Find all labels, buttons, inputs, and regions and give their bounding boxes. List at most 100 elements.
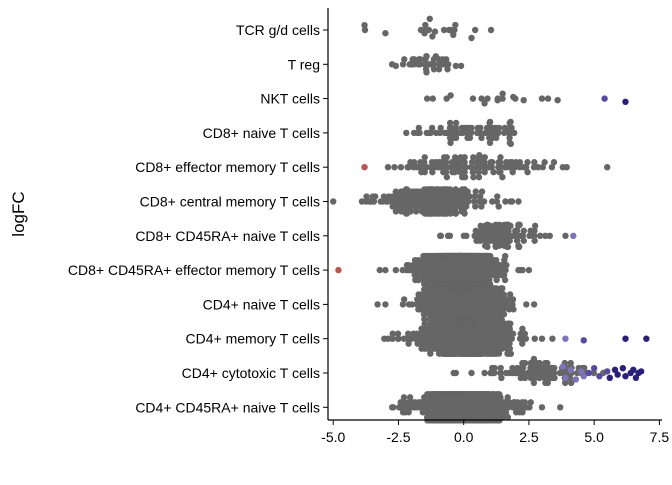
data-point — [480, 198, 488, 205]
data-point — [516, 159, 524, 166]
data-point — [530, 301, 538, 308]
data-point — [476, 193, 484, 200]
data-point — [519, 325, 526, 332]
data-point — [486, 118, 494, 126]
data-point — [506, 237, 513, 244]
data-point — [473, 159, 481, 166]
data-point — [585, 369, 593, 377]
data-point — [423, 69, 430, 76]
data-point — [421, 320, 428, 328]
data-point — [408, 335, 415, 342]
data-point — [531, 227, 538, 235]
data-point — [451, 154, 459, 161]
data-point — [485, 271, 492, 279]
data-point — [531, 237, 538, 244]
data-point — [515, 198, 522, 205]
data-point — [426, 15, 433, 22]
data-point — [495, 129, 502, 137]
data-point — [519, 232, 527, 239]
data-point — [511, 164, 519, 171]
data-point — [500, 311, 508, 318]
y-tick-label: CD8+ effector memory T cells — [135, 159, 320, 175]
data-point — [507, 350, 515, 357]
data-point — [493, 276, 500, 284]
data-point — [462, 164, 470, 171]
data-point — [510, 306, 517, 313]
data-point — [429, 168, 436, 176]
data-point — [392, 266, 400, 274]
data-point — [401, 56, 408, 63]
data-point — [403, 129, 410, 137]
data-point — [437, 124, 444, 132]
data-point — [519, 409, 526, 416]
data-point — [423, 53, 430, 60]
y-tick-label: TCR g/d cells — [236, 22, 320, 38]
data-point — [429, 95, 436, 102]
data-point — [389, 330, 396, 337]
y-tick-label: CD8+ central memory T cells — [140, 194, 320, 210]
data-point — [361, 26, 369, 34]
data-point — [507, 118, 514, 126]
data-point — [421, 159, 428, 166]
data-point — [374, 301, 381, 308]
data-point — [559, 363, 567, 370]
data-point — [506, 134, 513, 142]
data-point — [507, 222, 514, 230]
data-point — [391, 164, 398, 171]
data-point — [476, 129, 484, 137]
data-point — [502, 266, 509, 274]
data-point — [504, 394, 511, 401]
data-point — [487, 222, 494, 230]
data-point — [510, 93, 517, 101]
y-tick-label: NKT cells — [260, 91, 320, 107]
x-tick-label: 2.5 — [519, 429, 539, 445]
data-point — [541, 159, 548, 166]
data-point — [546, 232, 553, 239]
data-point — [632, 374, 640, 381]
data-point — [562, 374, 569, 381]
data-point — [531, 159, 538, 166]
data-point — [590, 369, 597, 377]
data-point — [470, 173, 477, 181]
data-point — [500, 271, 508, 279]
data-point — [447, 139, 454, 147]
data-point — [551, 374, 558, 382]
data-point — [408, 301, 416, 308]
data-point — [405, 340, 412, 347]
data-point — [500, 306, 507, 313]
data-point — [389, 335, 396, 342]
data-point — [481, 369, 488, 377]
data-point — [531, 222, 539, 230]
data-point — [468, 369, 475, 377]
data-point — [622, 373, 629, 380]
data-point — [505, 404, 512, 411]
data-point — [457, 62, 465, 70]
data-point — [394, 330, 402, 337]
data-point — [461, 154, 468, 161]
y-tick-label: CD4+ naive T cells — [203, 296, 320, 312]
data-point — [415, 124, 423, 132]
data-point — [549, 335, 556, 342]
data-point — [471, 26, 479, 34]
data-point — [412, 208, 420, 215]
data-point — [466, 193, 473, 200]
data-point — [520, 227, 527, 235]
data-point — [472, 188, 479, 195]
data-point — [499, 95, 506, 102]
data-point — [478, 188, 486, 195]
data-point — [484, 243, 491, 250]
data-point — [521, 359, 529, 367]
data-point — [514, 399, 521, 406]
data-point — [496, 242, 503, 249]
data-point — [461, 210, 468, 217]
data-point — [415, 276, 422, 284]
data-point — [487, 26, 495, 34]
data-point — [505, 296, 512, 303]
data-point — [405, 164, 412, 171]
data-point — [506, 291, 514, 298]
data-point — [420, 286, 428, 293]
data-point — [497, 364, 504, 372]
data-point — [497, 409, 504, 416]
data-point — [363, 193, 370, 200]
data-point — [497, 159, 504, 166]
